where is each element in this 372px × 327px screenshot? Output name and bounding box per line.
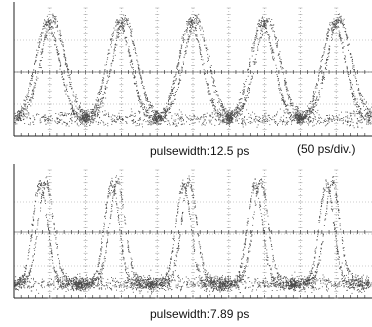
minor-ticks <box>13 7 366 136</box>
time-scale-label: (50 ps/div.) <box>297 142 356 156</box>
pulse-4 <box>225 16 305 126</box>
waveform-traces <box>14 175 372 296</box>
bottom-pulsewidth-caption: pulsewidth:7.89 ps <box>150 307 250 321</box>
pulse-5 <box>289 176 370 293</box>
minor-ticks <box>13 169 366 299</box>
eye-diagram-panel-bottom <box>13 164 372 299</box>
baseline-band <box>14 108 372 129</box>
baseline-band <box>14 274 372 296</box>
pulse-5 <box>296 13 372 125</box>
eye-diagram-panel-top <box>13 2 372 137</box>
pulse-2 <box>74 175 155 295</box>
pulse-2 <box>82 14 162 126</box>
top-pulsewidth-caption: pulsewidth:12.5 ps <box>150 144 250 158</box>
waveform-traces <box>14 13 372 129</box>
